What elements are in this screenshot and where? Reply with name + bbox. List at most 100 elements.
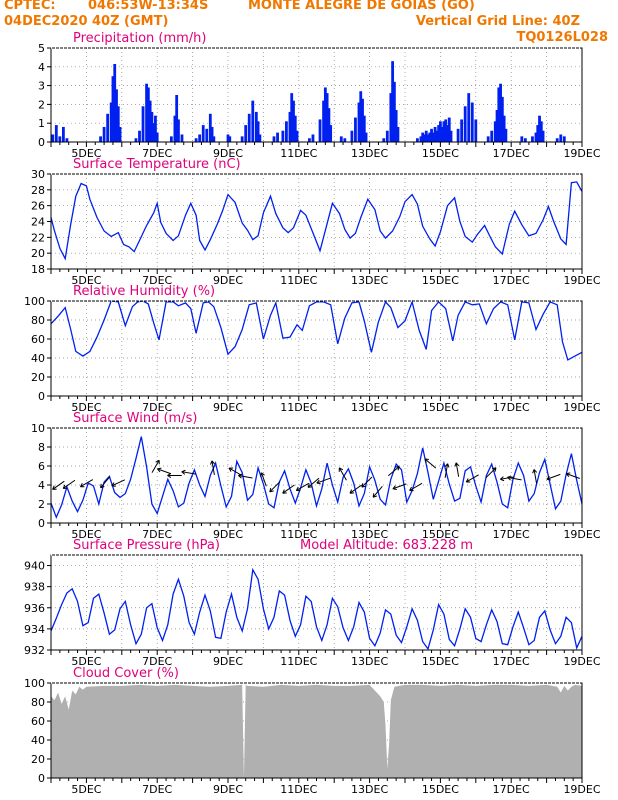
wind-arrow-head bbox=[447, 463, 450, 468]
precip-bar bbox=[251, 100, 255, 142]
precip-bar bbox=[138, 130, 141, 142]
x-tick-label: 13DEC bbox=[351, 528, 388, 541]
precip-bar bbox=[228, 136, 232, 142]
y-tick-label: 80 bbox=[31, 314, 45, 327]
x-tick-label: 7DEC bbox=[142, 274, 172, 287]
precip-bar bbox=[256, 121, 260, 142]
header-coords: 046:53W-13:34S bbox=[88, 0, 209, 13]
x-tick-label: 13DEC bbox=[351, 147, 388, 160]
x-tick-label: 15DEC bbox=[422, 655, 459, 668]
wind-arrow bbox=[424, 458, 437, 469]
x-tick-label: 17DEC bbox=[493, 655, 530, 668]
precip-bar bbox=[354, 117, 357, 142]
precip-bar bbox=[152, 123, 156, 142]
precip-bar bbox=[350, 130, 354, 142]
wind-arrow bbox=[80, 479, 94, 488]
precip-bar bbox=[538, 115, 541, 142]
precip-bar bbox=[430, 128, 433, 142]
wind-arrow bbox=[444, 463, 449, 478]
wind-arrow-head bbox=[395, 466, 400, 468]
wind-arrow bbox=[500, 476, 515, 480]
precip-bar bbox=[146, 87, 150, 142]
precip-bar bbox=[493, 121, 497, 142]
wind-arrow bbox=[466, 474, 479, 483]
wind-panel bbox=[47, 427, 583, 528]
wind-arrow-head bbox=[424, 458, 429, 461]
wind-arrow-head bbox=[295, 486, 299, 491]
x-tick-label: 11DEC bbox=[280, 655, 317, 668]
precip-bar bbox=[426, 134, 430, 142]
wind-arrow-head bbox=[409, 486, 413, 491]
precip-bar bbox=[150, 111, 154, 142]
x-tick-label: 5DEC bbox=[71, 401, 101, 414]
y-tick-label: 28 bbox=[31, 184, 45, 197]
precip-bar bbox=[323, 87, 327, 142]
precip-bar bbox=[415, 138, 419, 142]
precip-bar bbox=[361, 98, 364, 142]
x-tick-label: 15DEC bbox=[422, 274, 459, 287]
x-tick-label: 13DEC bbox=[351, 401, 388, 414]
precip-bar bbox=[502, 115, 506, 142]
precip-bar bbox=[364, 132, 368, 142]
wind-arrow-head bbox=[444, 463, 448, 468]
x-tick-label: 7DEC bbox=[142, 147, 172, 160]
precip-bar bbox=[495, 110, 499, 142]
wind-arrow-head bbox=[316, 482, 321, 485]
wind-arrow-head bbox=[339, 467, 344, 471]
y-tick-label: 26 bbox=[31, 200, 45, 213]
precip-bar bbox=[534, 132, 538, 142]
precip-bar bbox=[290, 93, 294, 142]
precip-bar bbox=[486, 136, 490, 142]
wind-arrow-head bbox=[565, 473, 570, 478]
precip-bar bbox=[437, 125, 441, 142]
wind-arrow-head bbox=[349, 489, 353, 494]
precip-bar bbox=[391, 61, 395, 142]
x-tick-label: 17DEC bbox=[493, 147, 530, 160]
precip-bar bbox=[460, 119, 464, 142]
x-tick-label: 7DEC bbox=[142, 783, 172, 796]
wind-arrow-head bbox=[500, 476, 504, 480]
pressure-panel bbox=[47, 554, 583, 655]
x-tick-label: 19DEC bbox=[563, 274, 600, 287]
y-tick-label: 20 bbox=[31, 371, 45, 384]
wind-arrow bbox=[307, 477, 320, 488]
wind-arrow bbox=[566, 473, 580, 479]
precip-bar bbox=[531, 136, 534, 142]
y-tick-label: 60 bbox=[31, 333, 45, 346]
y-tick-label: 20 bbox=[31, 247, 45, 260]
precip-bar bbox=[109, 102, 113, 142]
precip-bar bbox=[177, 119, 180, 142]
precip-bar bbox=[240, 136, 244, 142]
wind-arrow-head bbox=[210, 460, 213, 465]
y-tick-label: 932 bbox=[24, 644, 45, 657]
wind-arrow-head bbox=[316, 479, 320, 484]
precip-bar bbox=[449, 130, 453, 142]
wind-arrow-head bbox=[397, 466, 400, 471]
wind-arrow bbox=[52, 480, 65, 490]
wind-arrow-head bbox=[155, 459, 160, 463]
panel-frame bbox=[50, 300, 583, 397]
precip-bar bbox=[562, 136, 566, 142]
precip-bar bbox=[173, 115, 177, 142]
precip-bar bbox=[258, 134, 262, 142]
y-tick-label: 0 bbox=[38, 136, 45, 149]
x-tick-label: 17DEC bbox=[493, 783, 530, 796]
precip-bar bbox=[470, 102, 474, 142]
precip-bar bbox=[115, 89, 118, 142]
wind-arrow-head bbox=[62, 484, 66, 489]
precip-bar bbox=[428, 132, 432, 142]
x-tick-label: 17DEC bbox=[493, 274, 530, 287]
precip-bar bbox=[396, 126, 400, 142]
x-tick-label: 11DEC bbox=[280, 401, 317, 414]
wind-arrow-head bbox=[532, 469, 535, 474]
wind-arrow-head bbox=[465, 478, 469, 483]
y-tick-label: 8 bbox=[38, 441, 45, 454]
precip-bar bbox=[54, 125, 58, 142]
precip-bar bbox=[175, 95, 179, 142]
wind-arrow bbox=[361, 476, 373, 488]
precip-bar bbox=[293, 115, 297, 142]
wind-arrow bbox=[151, 460, 160, 473]
wind-arrow-head bbox=[307, 486, 313, 488]
wind-arrow bbox=[238, 474, 253, 479]
